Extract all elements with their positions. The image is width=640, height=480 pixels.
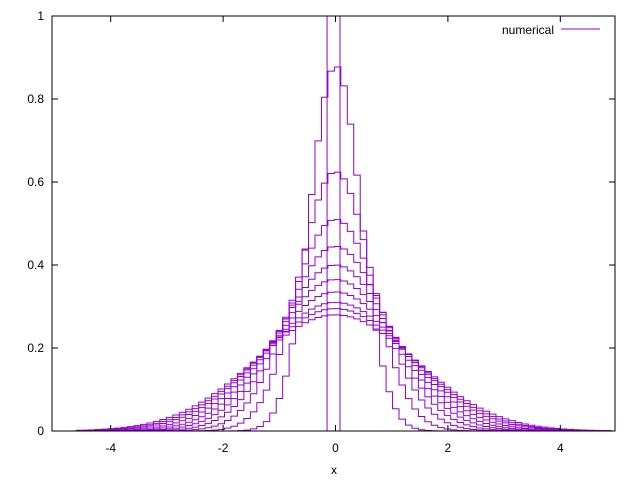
legend-label-numerical: numerical [502, 23, 554, 37]
legend: numerical [502, 23, 600, 37]
x-tick-label: 0 [332, 441, 339, 455]
axis-tick-labels: -4 -2 0 2 4 0 0.2 0.4 0.6 0.8 1 [27, 9, 564, 455]
axis-ticks [52, 15, 615, 432]
y-tick-label: 0 [37, 424, 44, 438]
series-profile-line [75, 171, 613, 432]
series-profile-line [75, 301, 613, 432]
y-tick-label: 1 [37, 9, 44, 23]
x-tick-label: 4 [557, 441, 564, 455]
plot-frame [51, 15, 616, 432]
x-tick-label: 2 [445, 441, 452, 455]
x-axis-label: x [331, 463, 337, 477]
series-profile-line [75, 314, 613, 432]
series-profile-line [75, 219, 613, 432]
series-profile-line [75, 308, 613, 432]
y-tick-label: 0.2 [27, 341, 44, 355]
series-profile-line [75, 291, 613, 432]
series-profile-line [75, 264, 613, 432]
series-initial-box [52, 16, 615, 432]
plot-curves [52, 16, 615, 432]
x-tick-label: -2 [218, 441, 229, 455]
series-profile-line [75, 245, 613, 432]
series-profile-line [75, 279, 613, 432]
x-tick-label: -4 [105, 441, 116, 455]
y-tick-label: 0.8 [27, 92, 44, 106]
y-tick-label: 0.6 [27, 175, 44, 189]
y-tick-label: 0.4 [27, 258, 44, 272]
